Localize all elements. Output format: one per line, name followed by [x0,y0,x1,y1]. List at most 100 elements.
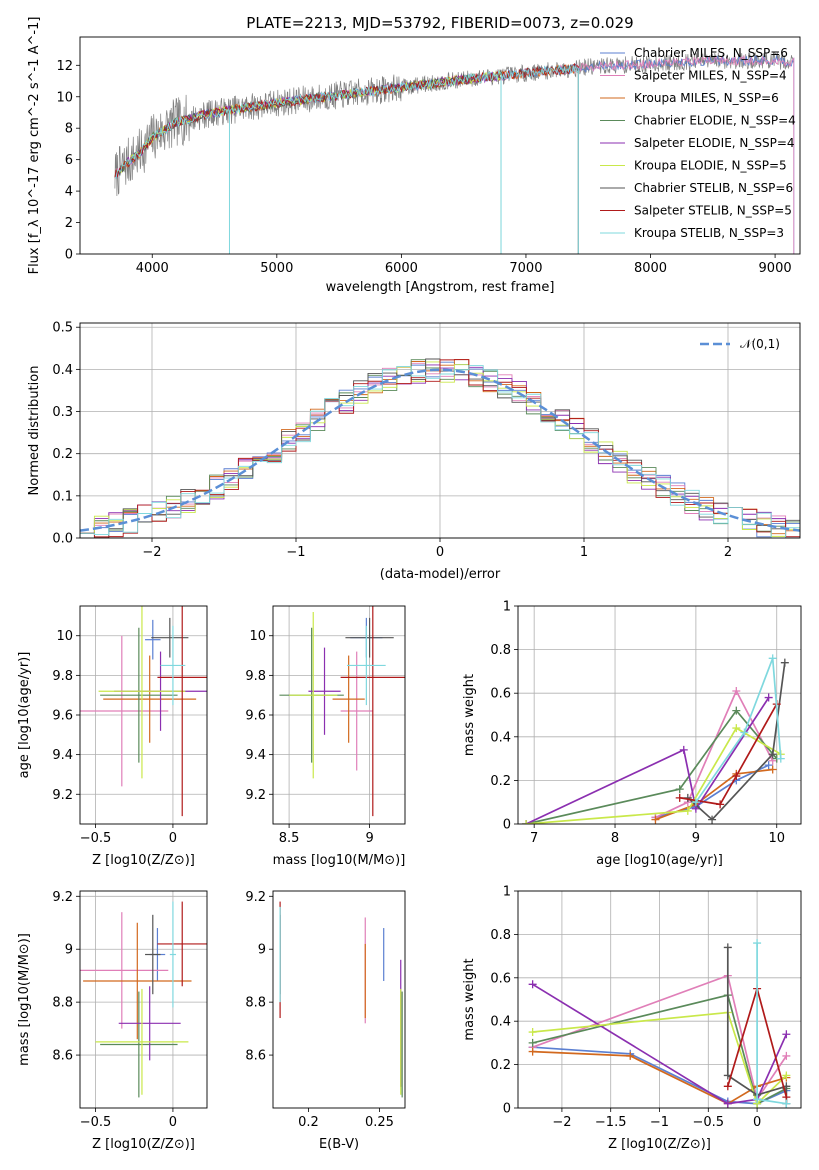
x-tick-label: 0 [436,545,444,560]
weight-point-marker [683,806,692,815]
legend-label: Chabrier MILES, N_SSP=6 [634,46,788,60]
grid-lines [273,606,405,824]
y-tick-label: 0.0 [52,532,73,547]
weight-point-marker [732,706,741,715]
axes-frame [272,605,406,825]
legend-label: Kroupa MILES, N_SSP=6 [634,91,779,105]
weight-point-marker [776,754,785,763]
x-axis-label: Z [log10(Z/Z⊙)] [92,1137,195,1152]
y-tick-label: 9.6 [245,709,266,724]
x-tick-label: 8.5 [279,831,300,846]
grid-lines [80,891,207,1108]
x-tick-label: −2 [142,545,161,560]
weight-point-marker [753,939,762,948]
weight-point-marker [740,728,749,737]
weight-series-line [525,697,770,824]
weight-point-marker [768,750,777,759]
plot-area [80,606,207,817]
axes-frame [79,605,208,825]
panel-residuals: −2 −1 0 1 2 0.0 0.1 0.2 0.3 0.4 0.5 𝒩(0,1) (data-mod… [27,321,801,582]
x-tick-label: −0.5 [80,1115,112,1130]
axes-frame [517,890,802,1109]
x-tick-label: 8000 [634,261,667,276]
axes-frame [272,890,406,1109]
y-tick-label: 8 [65,122,73,137]
weight-series-line [526,726,782,824]
axes-frame [79,322,801,539]
weight-series-line [695,657,782,803]
x-tick-label: 9 [692,831,700,846]
y-tick-label: 0.3 [52,405,73,420]
legend-label: Chabrier ELODIE, N_SSP=4 [634,114,796,128]
y-tick-label: 8.8 [52,996,73,1011]
weight-point-marker [723,1099,732,1108]
weight-point-marker [651,815,660,824]
x-axis-label: Z [log10(Z/Z⊙)] [608,1137,711,1152]
grid-lines [518,605,801,825]
panel-mass-vs-Z: −0.5 0 8.6 8.8 9 9.2 Z [log10(Z/Z⊙)] mass [log1… [17,890,208,1152]
y-tick-label: 0.4 [52,363,73,378]
plot-area [80,358,800,538]
legend-label: Salpeter MILES, N_SSP=4 [634,69,787,83]
grid-lines [80,323,800,539]
x-tick-label: 6000 [385,261,418,276]
legend-label: Salpeter STELIB, N_SSP=5 [634,204,792,218]
legend-label: Kroupa STELIB, N_SSP=3 [634,226,784,240]
plot-area [279,901,403,1098]
x-tick-label: −0.5 [693,1115,725,1130]
x-tick-label: 0.2 [298,1115,319,1130]
y-axis-label: age [log10(age/yr)] [17,652,32,779]
weight-point-marker [732,772,741,781]
weight-series-line [655,689,774,819]
weight-point-marker [675,785,684,794]
x-tick-label: 10 [768,831,785,846]
y-tick-label: 0.8 [490,928,511,943]
y-tick-label: 4 [65,185,73,200]
normal-reference-curve [80,368,800,532]
y-tick-label: 0.4 [490,730,511,745]
grid-lines [518,890,801,1109]
weight-point-marker [528,1038,537,1047]
weight-point-marker [708,815,717,824]
y-tick-label: 9.6 [52,709,73,724]
y-tick-label: 10 [56,629,73,644]
y-tick-label: 0 [503,818,511,833]
model-spectrum [114,64,579,254]
x-tick-label: 0 [169,831,177,846]
y-tick-label: 9.2 [245,788,266,803]
weight-point-marker [679,745,688,754]
weight-series-line [532,1011,787,1106]
y-tick-label: 9 [65,943,73,958]
y-tick-label: 0 [503,1102,511,1117]
weight-series-line [532,983,788,1105]
y-axis-label: Flux [f_λ 10^-17 erg cm^-2 s^-1 A^-1] [27,17,42,275]
y-tick-label: 0.2 [490,1058,511,1073]
weight-point-marker [764,693,773,702]
y-tick-label: 0.2 [490,774,511,789]
weight-point-marker [780,658,789,667]
x-tick-label: −0.5 [80,831,112,846]
panel-spectrum: 4000 5000 6000 7000 8000 9000 0 2 4 6 8 10 12 wavelen… [27,17,801,295]
y-tick-label: 0.2 [52,447,73,462]
x-tick-label: 7 [530,831,538,846]
x-tick-label: 9000 [759,261,792,276]
figure-title: PLATE=2213, MJD=53792, FIBERID=0073, z=0… [246,14,633,32]
x-tick-label: 0 [169,1115,177,1130]
x-tick-label: 0.25 [365,1115,394,1130]
panel-age-vs-Z: −0.5 0 9.2 9.4 9.6 9.8 10 Z [log10(Z/Z⊙)] age [l… [17,605,208,868]
x-axis-label: (data-model)/error [380,567,501,582]
y-tick-label: 10 [56,90,73,105]
x-tick-label: 0 [753,1115,761,1130]
y-tick-label: 0.4 [490,1015,511,1030]
x-tick-label: 2 [724,545,732,560]
weight-point-marker [782,1030,791,1039]
y-tick-label: 9.8 [52,669,73,684]
axes-frame [79,36,801,255]
x-tick-label: 7000 [509,261,542,276]
weight-point-marker [626,1051,635,1060]
x-tick-label: −1 [650,1115,669,1130]
plot-area [80,901,207,1098]
model-spectrum [114,54,795,254]
y-tick-label: 0.1 [52,489,73,504]
